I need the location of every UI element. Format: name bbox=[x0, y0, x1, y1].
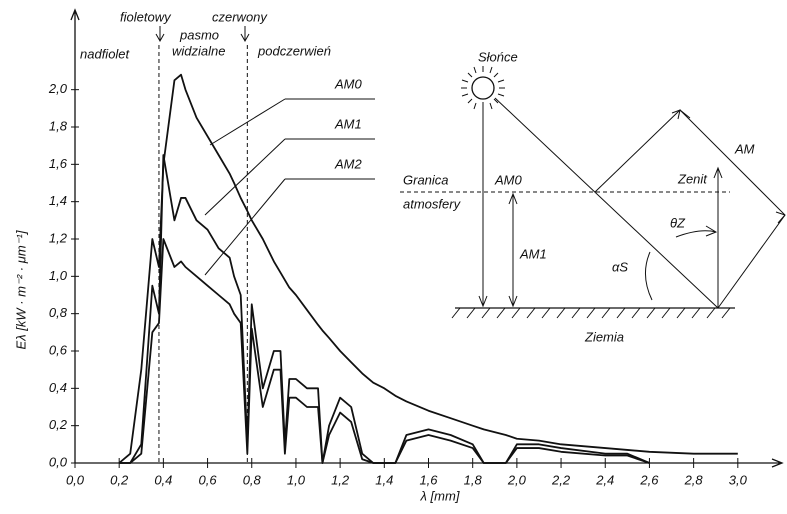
leader-line bbox=[209, 98, 286, 146]
diagram-label: AM0 bbox=[494, 172, 523, 187]
x-tick-label: 1,6 bbox=[419, 472, 438, 487]
leader-line bbox=[204, 178, 286, 276]
leader-line bbox=[204, 138, 286, 216]
y-tick-label: 0,8 bbox=[49, 305, 68, 320]
y-axis bbox=[70, 8, 80, 463]
x-tick-label: 3,0 bbox=[729, 472, 748, 487]
x-tick-label: 1,2 bbox=[331, 472, 350, 487]
band-label: widzialne bbox=[172, 43, 225, 58]
y-tick-label: 1,6 bbox=[49, 156, 68, 171]
x-tick-label: 2,0 bbox=[507, 472, 527, 487]
y-tick-label: 1,0 bbox=[49, 268, 68, 283]
diagram: Słońce Granica atmosfery AM0 AM1 AM Zeni… bbox=[400, 49, 786, 344]
x-tick-label: 1,8 bbox=[464, 472, 483, 487]
series-line bbox=[119, 238, 650, 464]
y-tick-label: 0,2 bbox=[49, 417, 68, 432]
x-axis-label: λ [mm] bbox=[420, 488, 460, 503]
diagram-label: AM bbox=[734, 141, 755, 156]
diagram-label: Granica bbox=[403, 172, 449, 187]
x-tick-label: 0,8 bbox=[243, 472, 262, 487]
y-tick-label: 0,0 bbox=[49, 454, 68, 469]
band-arrow bbox=[155, 26, 250, 43]
x-tick-label: 2,6 bbox=[639, 472, 659, 487]
y-tick-label: 0,4 bbox=[49, 380, 67, 395]
x-tick-label: 2,2 bbox=[551, 472, 571, 487]
x-tick-label: 0,0 bbox=[66, 472, 85, 487]
x-tick-label: 1,4 bbox=[375, 472, 393, 487]
diagram-label: atmosfery bbox=[403, 196, 462, 211]
diagram-label: Słońce bbox=[478, 49, 518, 64]
series-line bbox=[118, 73, 738, 464]
y-tick-label: 2,0 bbox=[48, 81, 68, 96]
y-tick-label: 0,6 bbox=[49, 342, 68, 357]
series-line bbox=[119, 154, 650, 464]
diagram-label: AM1 bbox=[519, 246, 547, 261]
diagram-label: Ziemia bbox=[584, 329, 624, 344]
x-tick-label: 0,4 bbox=[154, 472, 172, 487]
band-label: fioletowy bbox=[120, 9, 172, 24]
x-tick-label: 0,6 bbox=[199, 472, 218, 487]
series-label: AM2 bbox=[334, 156, 363, 171]
band-label: podczerwień bbox=[257, 43, 331, 58]
band-label: czerwony bbox=[212, 9, 268, 24]
x-tick-label: 2,4 bbox=[595, 472, 614, 487]
band-label: pasmo bbox=[179, 27, 219, 42]
series-label: AM0 bbox=[334, 76, 363, 91]
y-tick-label: 1,4 bbox=[49, 193, 67, 208]
x-tick-label: 1,0 bbox=[287, 472, 306, 487]
diagram-label: Zenit bbox=[677, 171, 708, 186]
y-axis-label: Eλ [kW · m⁻² · μm⁻¹] bbox=[13, 230, 28, 349]
band-label: nadfiolet bbox=[80, 46, 131, 61]
diagram-label: αS bbox=[612, 259, 628, 274]
x-tick-label: 0,2 bbox=[110, 472, 129, 487]
y-tick-label: 1,8 bbox=[49, 118, 68, 133]
series-label: AM1 bbox=[334, 116, 362, 131]
diagram-label: θZ bbox=[670, 215, 686, 230]
y-tick-label: 1,2 bbox=[49, 230, 68, 245]
x-tick-label: 2,8 bbox=[684, 472, 704, 487]
